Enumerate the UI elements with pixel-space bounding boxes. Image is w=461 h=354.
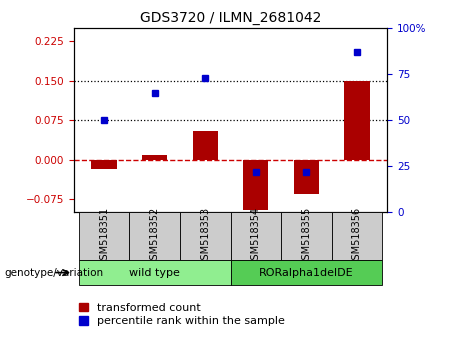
- Bar: [344, 81, 370, 160]
- Text: genotype/variation: genotype/variation: [5, 268, 104, 278]
- FancyBboxPatch shape: [281, 212, 331, 260]
- Bar: [294, 160, 319, 194]
- Text: RORalpha1delDE: RORalpha1delDE: [259, 268, 354, 278]
- Text: wild type: wild type: [129, 268, 180, 278]
- FancyBboxPatch shape: [79, 212, 130, 260]
- Bar: [193, 131, 218, 160]
- Legend: transformed count, percentile rank within the sample: transformed count, percentile rank withi…: [79, 303, 285, 326]
- Title: GDS3720 / ILMN_2681042: GDS3720 / ILMN_2681042: [140, 11, 321, 24]
- FancyBboxPatch shape: [230, 212, 281, 260]
- FancyBboxPatch shape: [230, 260, 382, 285]
- Bar: [142, 155, 167, 160]
- Text: GSM518355: GSM518355: [301, 207, 311, 266]
- Bar: [243, 160, 268, 210]
- FancyBboxPatch shape: [130, 212, 180, 260]
- Text: GSM518352: GSM518352: [150, 207, 160, 266]
- Bar: [91, 160, 117, 169]
- Text: GSM518353: GSM518353: [200, 207, 210, 266]
- FancyBboxPatch shape: [79, 260, 230, 285]
- Text: GSM518356: GSM518356: [352, 207, 362, 266]
- Text: GSM518351: GSM518351: [99, 207, 109, 266]
- FancyBboxPatch shape: [331, 212, 382, 260]
- Text: GSM518354: GSM518354: [251, 207, 261, 266]
- FancyBboxPatch shape: [180, 212, 230, 260]
